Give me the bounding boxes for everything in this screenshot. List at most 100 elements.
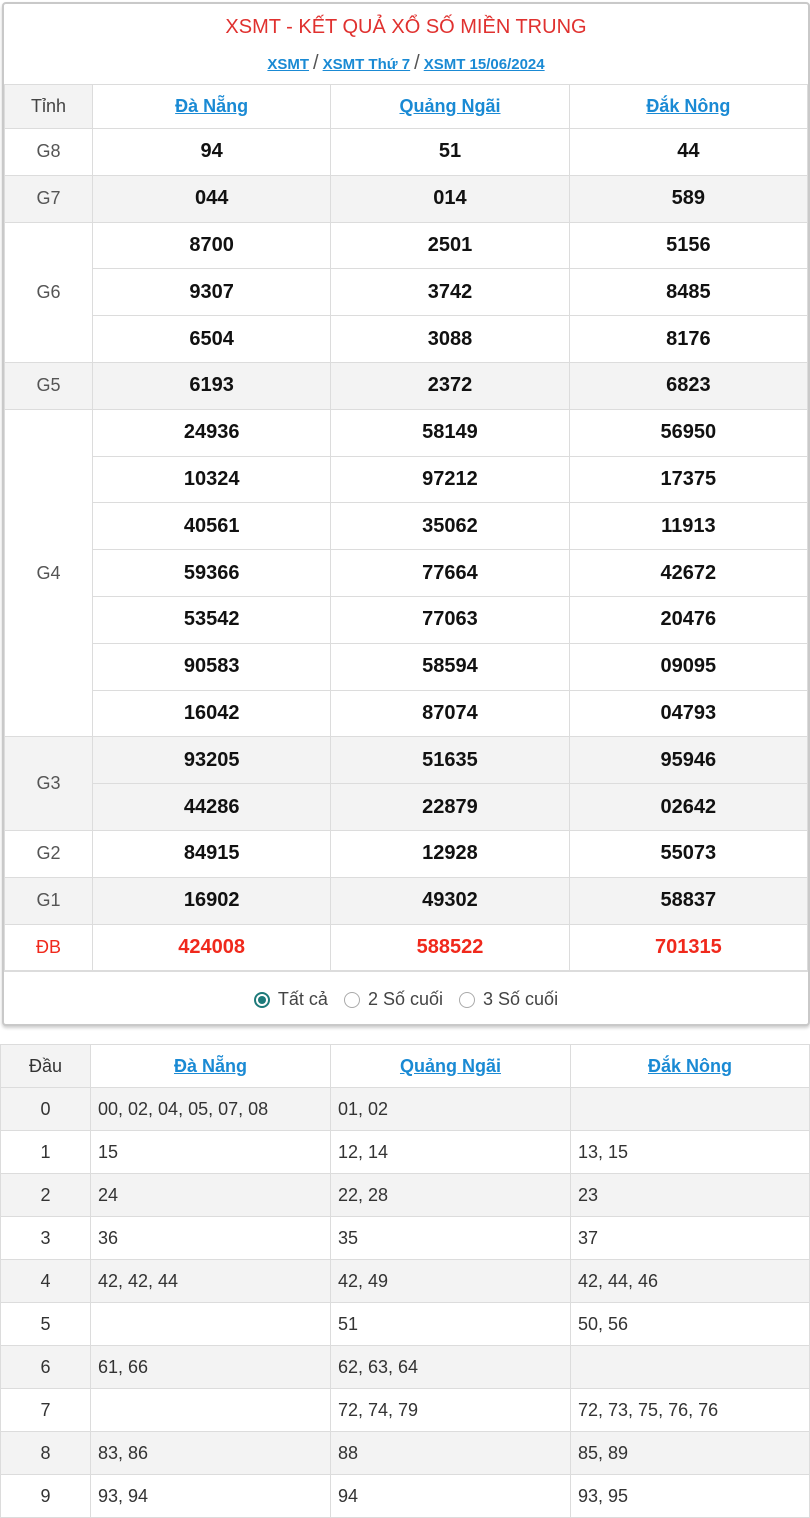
- dau-values: 72, 73, 75, 76, 76: [570, 1388, 810, 1432]
- prize-number: 49302: [330, 876, 570, 925]
- prize-number: 94: [91, 128, 332, 176]
- prize-row-g1: G1 16902 49302 58837: [4, 876, 809, 925]
- dau-header-label: Đầu: [0, 1044, 91, 1088]
- dau-row: 2 24 22, 28 23: [0, 1173, 810, 1217]
- prize-number: 97212: [330, 455, 570, 504]
- dau-province-link-dak-nong[interactable]: Đắk Nông: [647, 1055, 732, 1076]
- dau-row: 6 61, 66 62, 63, 64: [0, 1345, 810, 1389]
- prize-label: G5: [4, 361, 93, 410]
- dau-row: 4 42, 42, 44 42, 49 42, 44, 46: [0, 1259, 810, 1303]
- filter-option-label: 2 Số cuối: [367, 989, 444, 1010]
- prize-row-g6: 9307 3742 8485: [5, 268, 809, 317]
- province-header: Quảng Ngãi: [330, 84, 570, 129]
- radio-icon[interactable]: [459, 991, 476, 1008]
- page-title: XSMT - KẾT QUẢ XỔ SỐ MIỀN TRUNG: [225, 16, 587, 38]
- prize-number: 87074: [330, 689, 570, 738]
- prize-number: 014: [330, 174, 570, 223]
- prize-number: 8176: [568, 315, 809, 363]
- filter-option[interactable]: 3 Số cuối: [459, 989, 558, 1010]
- prize-number: 16902: [91, 876, 332, 925]
- breadcrumb-xsmt-thu7[interactable]: XSMT Thứ 7: [322, 56, 411, 73]
- prize-row-g4: 10324 97212 17375: [5, 455, 809, 504]
- dau-values: 85, 89: [570, 1431, 810, 1475]
- dau-values: 42, 49: [330, 1259, 571, 1303]
- dau-values: 22, 28: [330, 1173, 571, 1217]
- province-link-da-nang[interactable]: Đà Nẵng: [175, 96, 249, 116]
- dau-values: [90, 1302, 331, 1346]
- dau-digit: 8: [0, 1431, 91, 1475]
- prize-number: 5156: [568, 221, 809, 270]
- dau-digit: 2: [0, 1173, 91, 1217]
- dau-row: 1 15 12, 14 13, 15: [0, 1130, 810, 1174]
- dau-digit: 7: [0, 1388, 91, 1432]
- prize-row-g4: 59366 77664 42672: [5, 549, 809, 597]
- breadcrumb: XSMT / XSMT Thứ 7/XSMT 15/06/2024: [4, 48, 808, 84]
- filter-option[interactable]: Tất cả: [253, 989, 328, 1010]
- dau-values: 37: [570, 1216, 810, 1260]
- dau-values: 01, 02: [330, 1087, 571, 1131]
- dau-values: 93, 94: [90, 1474, 331, 1518]
- prize-number: 6504: [91, 315, 332, 363]
- prize-number: 35062: [330, 502, 570, 551]
- prize-label: G3: [4, 736, 93, 831]
- prize-number: 11913: [568, 502, 809, 551]
- dau-values: 35: [330, 1216, 571, 1260]
- prize-number: 9307: [91, 268, 332, 317]
- filter-option-label: Tất cả: [277, 989, 328, 1010]
- dau-digit: 1: [0, 1130, 91, 1174]
- prize-number: 22879: [330, 783, 570, 831]
- prize-row-g4: 53542 77063 20476: [5, 595, 809, 644]
- dau-values: [90, 1388, 331, 1432]
- province-header-label: Tỉnh: [4, 84, 93, 129]
- dau-digit: 9: [0, 1474, 91, 1518]
- prize-number: 12928: [330, 829, 570, 878]
- prize-label: G4: [4, 408, 93, 738]
- prize-row-g6: G6 8700 2501 5156: [4, 221, 809, 363]
- filter-option[interactable]: 2 Số cuối: [343, 989, 444, 1010]
- breadcrumb-date[interactable]: XSMT 15/06/2024: [423, 56, 545, 73]
- prize-row-g3: 44286 22879 02642: [5, 783, 809, 831]
- prize-number: 95946: [568, 736, 809, 785]
- dau-values: 42, 42, 44: [90, 1259, 331, 1303]
- prize-number: 90583: [91, 642, 332, 691]
- prize-number: 44: [568, 128, 809, 176]
- prize-row-g3: G3 93205 51635 95946: [4, 736, 809, 831]
- prize-row-g4: 40561 35062 11913: [5, 502, 809, 551]
- dau-province-link-quang-ngai[interactable]: Quảng Ngãi: [399, 1055, 501, 1076]
- dau-table: Đầu Đà Nẵng Quảng Ngãi Đắk Nông 0 00, 02,…: [0, 1044, 810, 1518]
- dau-province-link-da-nang[interactable]: Đà Nẵng: [173, 1055, 247, 1076]
- dau-values: 83, 86: [90, 1431, 331, 1475]
- breadcrumb-separator: /: [313, 52, 319, 74]
- prize-number: 10324: [91, 455, 332, 504]
- prize-number: 8700: [91, 221, 332, 270]
- prize-number: 93205: [91, 736, 332, 785]
- prize-number: 56950: [568, 408, 809, 457]
- dau-row: 9 93, 94 94 93, 95: [0, 1474, 810, 1518]
- prize-row-g6: 6504 3088 8176: [5, 315, 809, 363]
- prize-number: 58594: [330, 642, 570, 691]
- dau-row: 7 72, 74, 79 72, 73, 75, 76, 76: [0, 1388, 810, 1432]
- prize-number: 17375: [568, 455, 809, 504]
- prize-number: 58837: [568, 876, 809, 925]
- radio-icon[interactable]: [253, 991, 270, 1008]
- dau-digit: 4: [0, 1259, 91, 1303]
- prize-number: 2372: [330, 361, 570, 410]
- dau-values: [570, 1087, 810, 1131]
- prize-number: 55073: [568, 829, 809, 878]
- prize-number: 3088: [330, 315, 570, 363]
- breadcrumb-xsmt[interactable]: XSMT: [267, 56, 310, 73]
- prize-number: 58149: [330, 408, 570, 457]
- province-header: Đà Nẵng: [91, 84, 332, 129]
- prize-number: 77664: [330, 549, 570, 597]
- dau-values: 12, 14: [330, 1130, 571, 1174]
- prize-number: 51635: [330, 736, 570, 785]
- results-card: XSMT - KẾT QUẢ XỔ SỐ MIỀN TRUNG XSMT / XSM…: [2, 2, 810, 1026]
- prize-row-g5: G5 6193 2372 6823: [4, 361, 809, 410]
- radio-icon[interactable]: [343, 991, 360, 1008]
- dau-values: 13, 15: [570, 1130, 810, 1174]
- province-link-quang-ngai[interactable]: Quảng Ngãi: [399, 96, 501, 116]
- province-link-dak-nong[interactable]: Đắk Nông: [646, 96, 731, 116]
- dau-values: 62, 63, 64: [330, 1345, 571, 1389]
- dau-row: 5 51 50, 56: [0, 1302, 810, 1346]
- prize-row-g2: G2 84915 12928 55073: [4, 829, 809, 878]
